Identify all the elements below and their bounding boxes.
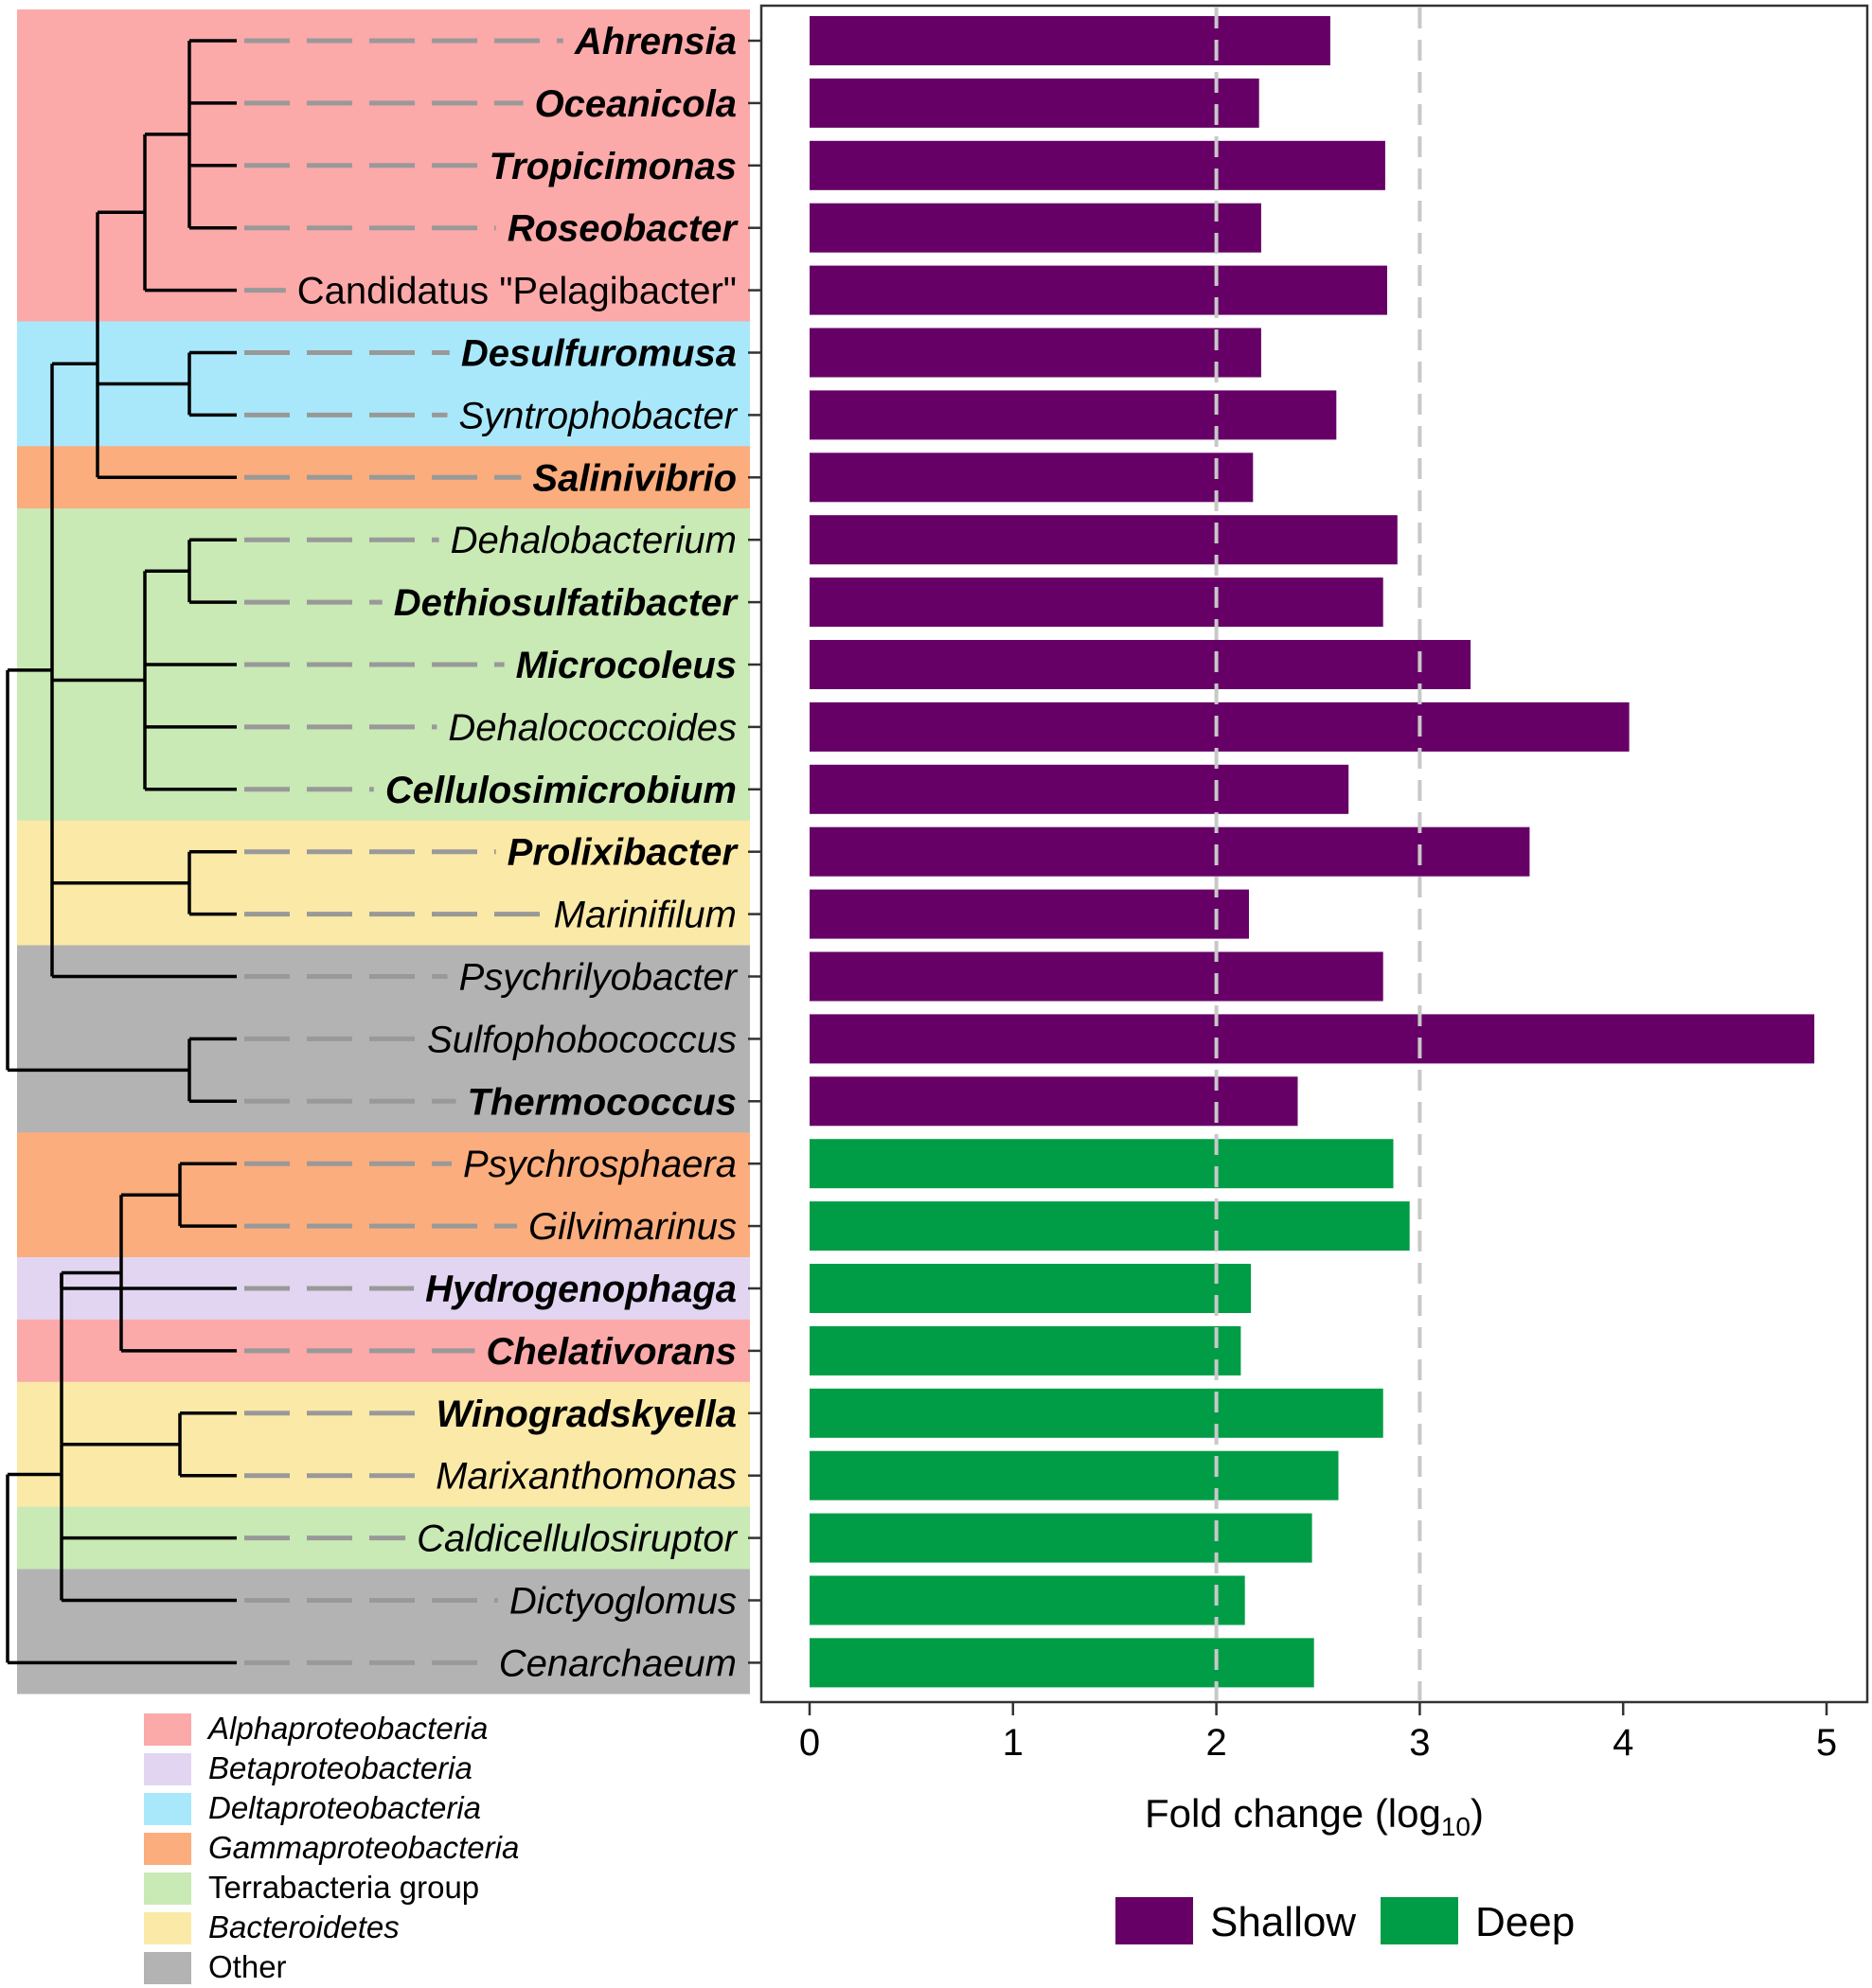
bar — [810, 140, 1385, 190]
bar — [810, 1139, 1394, 1189]
genus-label: Marinifilum — [554, 895, 737, 936]
legend-key-deep — [1381, 1897, 1458, 1944]
genus-label: Dehalobacterium — [451, 520, 737, 561]
genus-label: Gilvimarinus — [528, 1206, 737, 1248]
genus-label: Hydrogenophaga — [425, 1269, 737, 1310]
genus-label: Syntrophobacter — [458, 395, 738, 436]
genus-label: Sulfophobococcus — [427, 1019, 737, 1060]
bar — [810, 1264, 1252, 1313]
genus-label: Psychrosphaera — [463, 1144, 737, 1185]
bar — [810, 1325, 1241, 1376]
bar — [810, 1076, 1298, 1127]
legend-swatch-gamma — [144, 1833, 191, 1865]
tree-leader-lines — [244, 38, 563, 1665]
legend-label-gamma: Gammaproteobacteria — [208, 1830, 519, 1865]
legend-label-terra: Terrabacteria group — [208, 1870, 479, 1905]
genus-label: Prolixibacter — [508, 832, 740, 874]
legend-swatch-delta — [144, 1793, 191, 1825]
bar — [810, 1638, 1314, 1688]
reference-lines — [1214, 8, 1422, 1700]
bar — [810, 390, 1337, 440]
bar — [810, 1575, 1245, 1625]
bar — [810, 203, 1261, 253]
bar — [810, 1201, 1410, 1251]
legend-label-other: Other — [208, 1949, 287, 1984]
bar — [810, 1014, 1815, 1064]
genus-label: Cellulosimicrobium — [385, 770, 737, 811]
bar — [810, 515, 1398, 565]
taxon-group-legend: Alphaproteobacteria Betaproteobacteria Del… — [144, 1711, 519, 1984]
genus-label: Dethiosulfatibacter — [394, 582, 740, 624]
band-other — [17, 1569, 750, 1695]
bar — [810, 701, 1630, 752]
bar — [810, 826, 1530, 877]
bar-series — [810, 16, 1815, 1688]
x-axis-title: Fold change (log10) — [1145, 1791, 1484, 1841]
x-tick-label: 0 — [799, 1722, 820, 1764]
legend-swatch-bact — [144, 1912, 191, 1944]
bar — [810, 764, 1349, 814]
bar — [810, 889, 1249, 939]
genus-label: Marixanthomonas — [436, 1456, 737, 1498]
phylogenetic-tree — [6, 39, 237, 1665]
bar — [810, 78, 1259, 128]
bar — [810, 577, 1383, 628]
genus-label: Microcoleus — [516, 645, 737, 686]
x-axis: 0 1 2 3 4 5 — [799, 1702, 1837, 1764]
genus-label: Caldicellulosiruptor — [417, 1518, 739, 1560]
bar — [810, 951, 1383, 1002]
genus-label: Roseobacter — [508, 208, 740, 250]
y-axis-ticks — [748, 39, 761, 1664]
bar — [810, 1450, 1339, 1500]
genus-label: Tropicimonas — [489, 146, 737, 187]
bar — [810, 265, 1387, 315]
legend-swatch-beta — [144, 1753, 191, 1785]
genus-label: Cenarchaeum — [499, 1642, 737, 1684]
legend-label-shallow: Shallow — [1210, 1899, 1356, 1945]
genus-labels: Ahrensia Oceanicola Tropicimonas Roseobacte… — [297, 21, 740, 1684]
legend-label-bact: Bacteroidetes — [208, 1909, 400, 1944]
genus-label: Oceanicola — [535, 83, 737, 125]
x-tick-label: 3 — [1409, 1722, 1430, 1764]
legend-swatch-other — [144, 1952, 191, 1984]
genus-label: Dictyoglomus — [509, 1581, 737, 1623]
legend-swatch-alpha — [144, 1713, 191, 1746]
genus-label: Winogradskyella — [436, 1393, 737, 1435]
genus-label: Dehalococcoides — [448, 707, 737, 749]
genus-label: Ahrensia — [574, 21, 737, 62]
genus-label: Candidatus "Pelagibacter" — [297, 271, 737, 312]
legend-key-shallow — [1115, 1897, 1193, 1944]
legend-swatch-terra — [144, 1873, 191, 1905]
x-tick-label: 4 — [1613, 1722, 1633, 1764]
legend-label-delta: Deltaproteobacteria — [208, 1790, 481, 1825]
genus-label: Thermococcus — [467, 1081, 737, 1123]
genus-label: Desulfuromusa — [461, 333, 737, 375]
x-tick-label: 1 — [1003, 1722, 1024, 1764]
x-tick-label: 5 — [1816, 1722, 1837, 1764]
bar — [810, 1388, 1383, 1438]
bar — [810, 1513, 1312, 1563]
series-legend: Shallow Deep — [1115, 1897, 1575, 1945]
genus-label: Salinivibrio — [532, 457, 737, 499]
legend-label-alpha: Alphaproteobacteria — [206, 1711, 488, 1746]
genus-label: Chelativorans — [486, 1331, 737, 1373]
bar — [810, 328, 1261, 378]
legend-label-deep: Deep — [1475, 1899, 1575, 1945]
x-tick-label: 2 — [1205, 1722, 1226, 1764]
bar — [810, 453, 1254, 503]
bar — [810, 16, 1330, 65]
legend-label-beta: Betaproteobacteria — [208, 1750, 472, 1785]
genus-label: Psychrilyobacter — [459, 957, 739, 999]
bar — [810, 640, 1471, 689]
